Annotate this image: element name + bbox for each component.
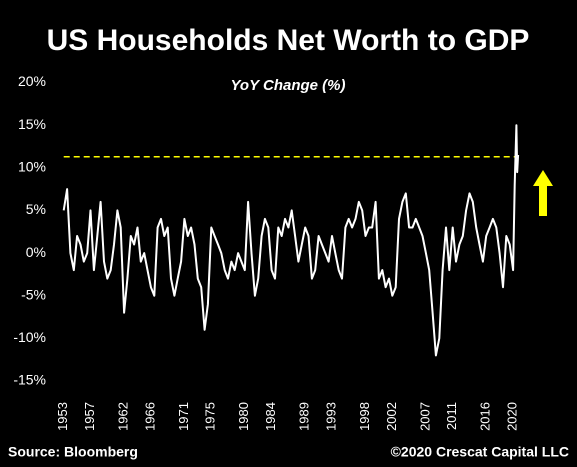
arrow xyxy=(533,170,553,216)
x-tick-label: 2016 xyxy=(478,402,493,431)
x-tick-label: 1971 xyxy=(176,402,191,431)
x-tick-label: 2002 xyxy=(384,402,399,431)
x-tick-label: 1975 xyxy=(203,402,218,431)
x-tick-label: 1962 xyxy=(116,402,131,431)
source: Source: Bloomberg xyxy=(8,444,138,460)
x-tick-label: 2011 xyxy=(444,402,459,430)
x-tick-label: 2007 xyxy=(417,402,432,431)
x-tick-label: 2020 xyxy=(504,402,519,431)
x-tick-label: 1984 xyxy=(263,402,278,431)
y-tick-label: -15% xyxy=(13,372,46,388)
y-tick-label: 5% xyxy=(26,201,46,217)
chart-subtitle: YoY Change (%) xyxy=(230,77,345,94)
x-tick-label: 1998 xyxy=(357,402,372,431)
x-tick-label: 1980 xyxy=(236,402,251,431)
y-tick-label: -10% xyxy=(13,329,46,345)
data-line xyxy=(62,124,520,357)
y-tick-label: -5% xyxy=(21,286,46,302)
x-tick-label: 1989 xyxy=(297,402,312,431)
x-tick-label: 1993 xyxy=(323,402,338,431)
y-tick-label: 10% xyxy=(18,158,46,174)
y-tick-label: 15% xyxy=(18,116,46,132)
x-tick-label: 1966 xyxy=(142,402,157,431)
x-tick-label: 1957 xyxy=(82,402,97,431)
chart-title: US Households Net Worth to GDP xyxy=(47,24,530,57)
y-tick-label: 0% xyxy=(26,244,46,260)
x-tick-label: 1953 xyxy=(55,402,70,431)
y-tick-label: 20% xyxy=(18,73,46,89)
copyright: ©2020 Crescat Capital LLC xyxy=(391,444,569,460)
